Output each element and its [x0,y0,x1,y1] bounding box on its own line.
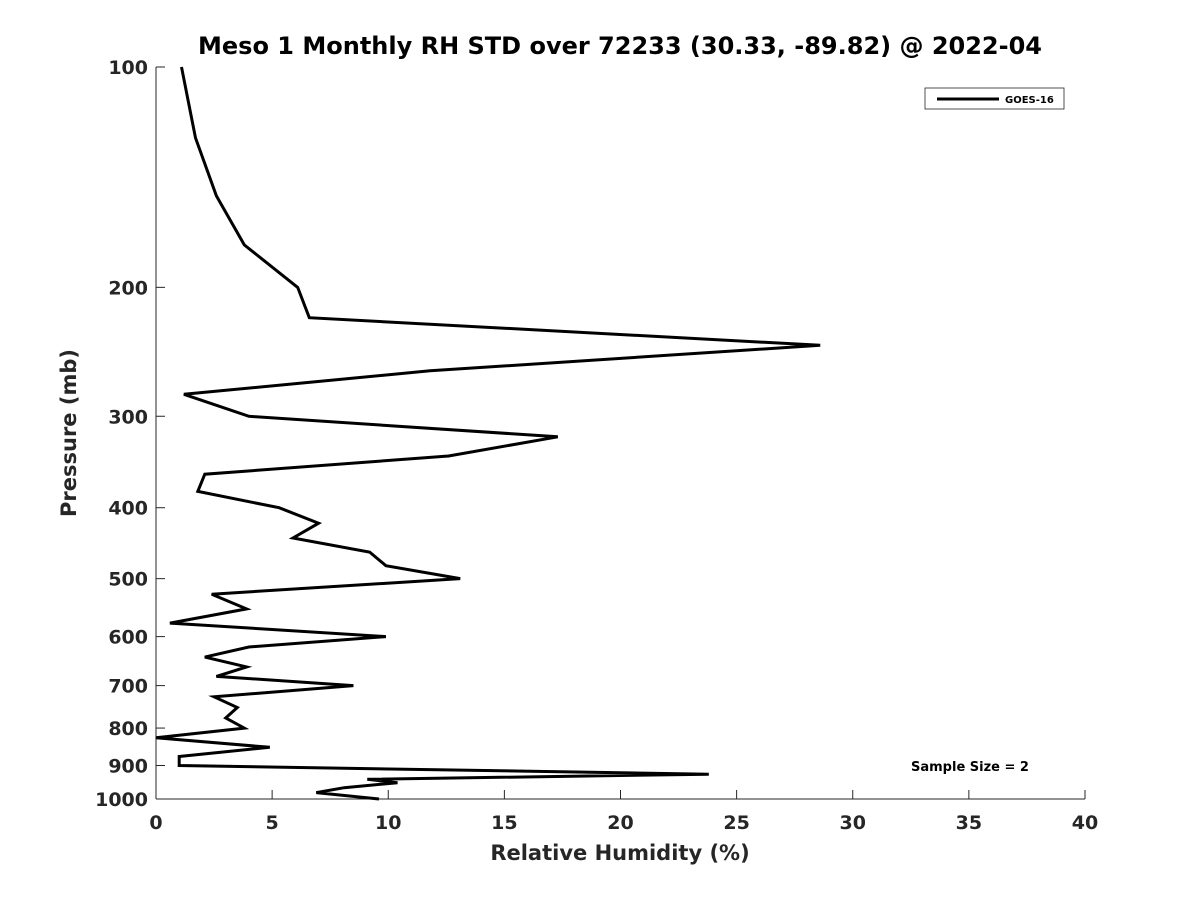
plot-area [155,67,1085,800]
y-tick-label: 900 [108,756,148,778]
x-tick-label: 10 [375,812,401,834]
y-axis-ticks: 100 200 300 400 500 600 700 800 900 1000 [95,57,165,811]
y-tick-label: 300 [108,406,148,428]
y-tick-label: 800 [108,718,148,740]
y-tick-label: 200 [108,277,148,299]
series-layer [155,66,821,801]
legend: GOES-16 [924,87,1065,110]
y-axis-label: Pressure (mb) [57,349,81,517]
series-line-goes-16 [155,66,821,801]
legend-entry-goes-16: GOES-16 [1005,95,1054,106]
axes-background [156,67,1085,799]
chart-title: Meso 1 Monthly RH STD over 72233 (30.33,… [198,32,1042,60]
y-tick-label: 1000 [95,789,148,811]
y-tick-label: 700 [108,676,148,698]
x-axis-label: Relative Humidity (%) [490,841,749,865]
y-tick-label: 100 [108,57,148,79]
x-tick-label: 0 [149,812,162,834]
y-tick-label: 400 [108,498,148,520]
x-tick-label: 20 [607,812,633,834]
x-tick-label: 15 [491,812,517,834]
y-tick-label: 600 [108,627,148,649]
x-tick-label: 5 [266,812,279,834]
y-tick-label: 500 [108,569,148,591]
x-axis-ticks: 0 5 10 15 20 25 30 35 40 [149,790,1098,834]
x-tick-label: 40 [1072,812,1098,834]
x-tick-label: 25 [723,812,749,834]
sample-size-annotation: Sample Size = 2 [911,760,1029,775]
x-tick-label: 30 [840,812,866,834]
x-tick-label: 35 [956,812,982,834]
